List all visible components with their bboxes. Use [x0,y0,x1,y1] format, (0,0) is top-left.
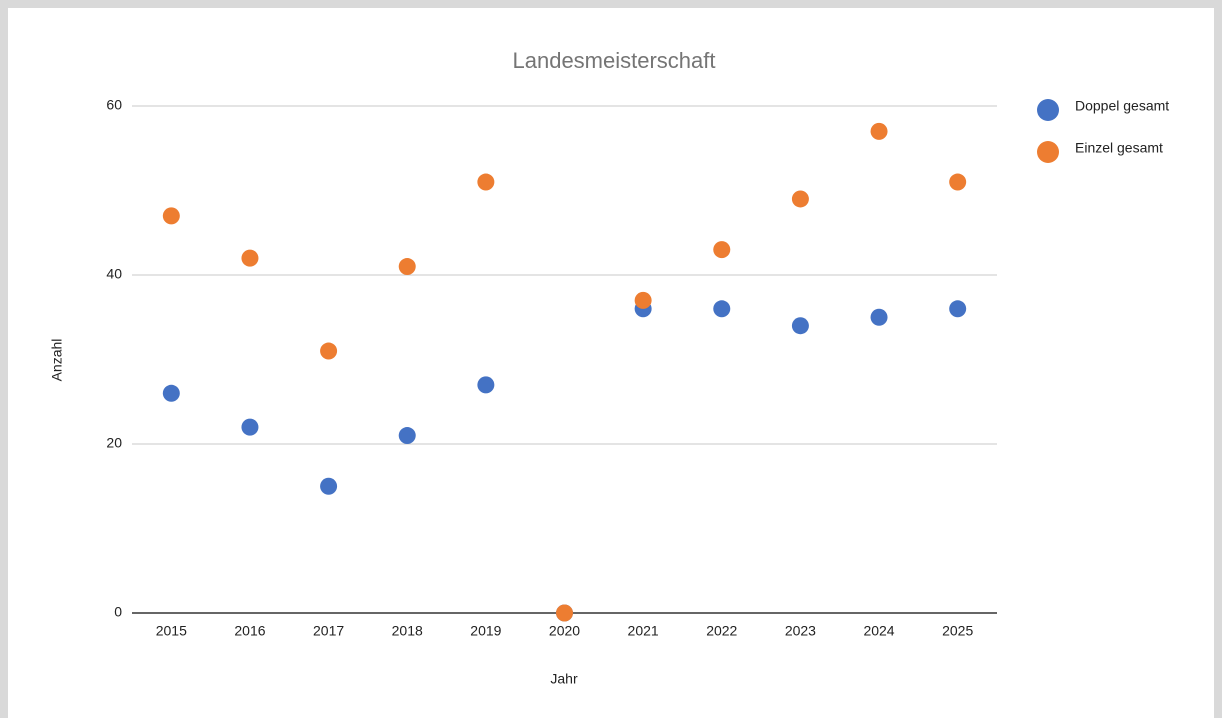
point [713,241,731,259]
legend-label: Einzel gesamt [1075,140,1163,156]
point [870,122,888,140]
x-tick-label: 2020 [549,623,580,639]
x-axis-label: Jahr [550,671,578,687]
point [477,173,495,191]
point [634,291,652,309]
point [713,300,731,318]
x-tick-label: 2015 [156,623,187,639]
y-tick-label: 40 [106,266,122,282]
y-tick-label: 0 [114,604,122,620]
point [477,376,495,394]
y-tick-label: 60 [106,97,122,113]
x-tick-label: 2016 [234,623,265,639]
point [791,190,809,208]
point [241,249,259,267]
x-tick-label: 2023 [785,623,816,639]
point [320,342,338,360]
point [241,418,259,436]
point [162,384,180,402]
chart-title: Landesmeisterschaft [513,48,716,73]
point [162,207,180,225]
x-tick-label: 2019 [470,623,501,639]
x-tick-label: 2017 [313,623,344,639]
point [556,604,573,622]
y-tick-label: 20 [106,435,122,451]
point [791,317,809,335]
point [398,258,416,276]
legend-marker [1037,99,1059,121]
y-axis-label: Anzahl [49,339,65,382]
point [949,173,967,191]
x-tick-label: 2021 [628,623,659,639]
point [870,308,888,326]
point [398,427,416,445]
legend-marker [1037,141,1059,163]
point [320,477,338,495]
point [949,300,967,318]
x-tick-label: 2018 [392,623,423,639]
x-tick-label: 2025 [942,623,973,639]
x-tick-label: 2022 [706,623,737,639]
legend-label: Doppel gesamt [1075,98,1169,114]
x-tick-label: 2024 [863,623,894,639]
